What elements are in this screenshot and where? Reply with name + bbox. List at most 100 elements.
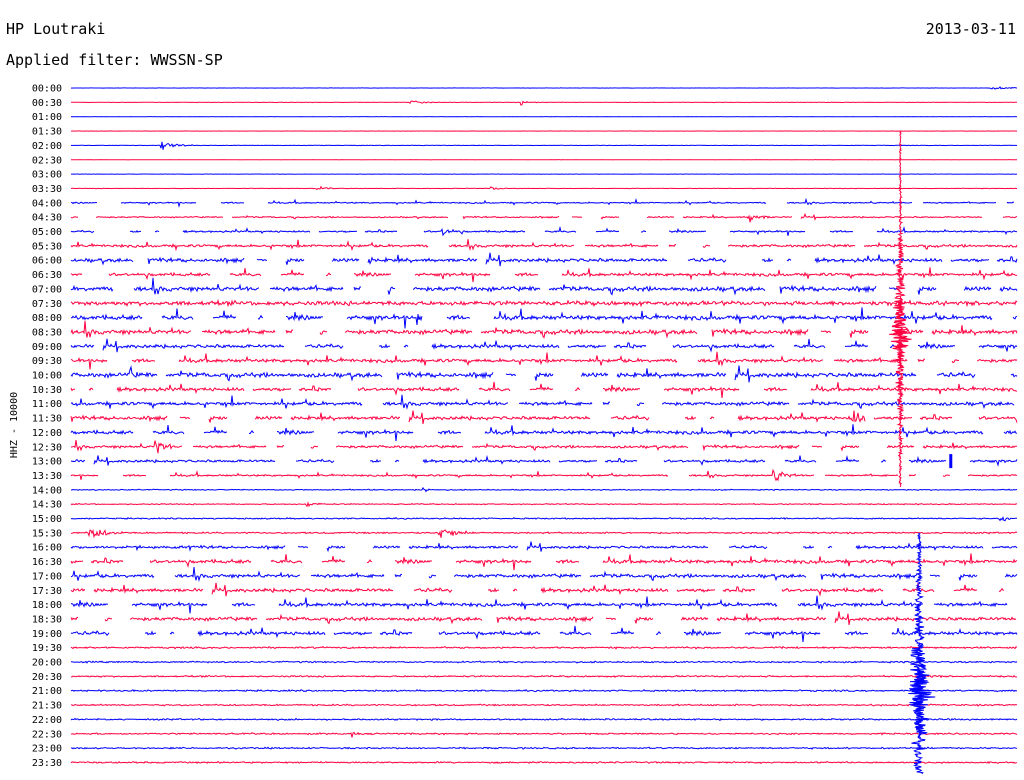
row-time-label: 01:30: [32, 127, 62, 138]
row-time-label: 03:30: [32, 184, 62, 195]
trace-line: [70, 338, 1018, 353]
trace-line: [70, 141, 1018, 150]
traces: [70, 86, 1018, 775]
trace-line: [70, 298, 1018, 308]
row-time-label: 02:00: [32, 141, 62, 152]
row-time-label: 17:00: [32, 571, 62, 582]
row-time-label: 22:00: [32, 715, 62, 726]
row-time-label: 13:30: [32, 471, 62, 482]
row-time-label: 07:30: [32, 299, 62, 310]
trace-line: [70, 277, 1018, 296]
row-time-label: 10:00: [32, 371, 62, 382]
row-labels: 00:00 00:30 01:00 01:30 02:00 02:30 03:00 03:30…: [32, 84, 62, 769]
trace-line: [71, 486, 1018, 493]
row-time-label: 14:30: [32, 500, 62, 511]
trace-line: [70, 688, 1018, 693]
major-event-body: [909, 642, 931, 739]
major-event-signal: [908, 532, 936, 775]
row-time-label: 18:00: [32, 600, 62, 611]
trace-line: [71, 673, 1018, 681]
row-time-label: 08:00: [32, 313, 62, 324]
trace-line: [70, 351, 1018, 370]
trace-line: [71, 731, 1018, 738]
major-event-signal: [889, 131, 912, 488]
row-time-label: 21:00: [32, 686, 62, 697]
row-time-label: 08:30: [32, 327, 62, 338]
trace-line: [70, 424, 1018, 442]
filter-label: Applied filter: WWSSN-SP: [6, 51, 223, 69]
trace-line: [70, 320, 1018, 339]
row-time-label: 04:00: [32, 198, 62, 209]
row-time-label: 22:30: [32, 729, 62, 740]
row-time-label: 12:30: [32, 442, 62, 453]
channel-label: HHZ - 10000: [9, 392, 20, 458]
plot-date: 2013-03-11: [925, 20, 1016, 38]
row-time-label: 11:00: [32, 399, 62, 410]
trace-line: [70, 582, 1005, 597]
trace-line: [70, 625, 1018, 643]
row-time-label: 20:30: [32, 672, 62, 683]
trace-line: [70, 86, 1018, 90]
station-title: HP Loutraki: [6, 20, 106, 38]
row-time-label: 16:00: [32, 543, 62, 554]
trace-line: [70, 410, 1018, 425]
row-time-label: 00:30: [32, 98, 62, 109]
row-time-label: 19:00: [32, 629, 62, 640]
trace-line: [70, 252, 1018, 267]
trace-line: [70, 239, 1018, 252]
row-time-label: 11:30: [32, 414, 62, 425]
row-time-label: 21:30: [32, 701, 62, 712]
row-time-label: 15:00: [32, 514, 62, 525]
row-time-label: 02:30: [32, 155, 62, 166]
row-time-label: 23:30: [32, 758, 62, 769]
trace-line: [70, 197, 1015, 208]
trace-line: [70, 746, 1018, 750]
trace-line: [70, 501, 1018, 508]
trace-line: [70, 468, 1018, 482]
trace-line: [70, 717, 1018, 722]
row-time-label: 09:00: [32, 342, 62, 353]
trace-line: [70, 225, 1018, 237]
row-time-label: 06:00: [32, 256, 62, 267]
trace-line: [70, 553, 1018, 571]
row-time-label: 01:00: [32, 112, 62, 123]
row-time-label: 23:00: [32, 744, 62, 755]
trace-line: [70, 645, 1018, 650]
trace-line: [70, 566, 1018, 583]
row-time-label: 16:30: [32, 557, 62, 568]
trace-line: [70, 529, 1018, 539]
trace-line: [70, 394, 1015, 410]
row-time-label: 15:30: [32, 528, 62, 539]
trace-line: [70, 381, 1017, 399]
trace-line: [70, 307, 1018, 329]
trace-line: [70, 454, 1018, 467]
trace-line: [70, 611, 1017, 625]
trace-line: [71, 703, 1017, 707]
row-time-label: 07:00: [32, 284, 62, 295]
trace-line: [70, 595, 1008, 614]
row-time-label: 00:00: [32, 84, 62, 95]
trace-line: [71, 100, 1018, 106]
row-time-label: 18:30: [32, 614, 62, 625]
row-time-label: 13:00: [32, 457, 62, 468]
row-time-label: 06:30: [32, 270, 62, 281]
row-time-label: 03:00: [32, 170, 62, 181]
major-event-body: [891, 295, 909, 369]
trace-line: [70, 267, 1018, 283]
trace-line: [70, 760, 1018, 765]
trace-line: [70, 212, 1018, 223]
row-time-label: 10:30: [32, 385, 62, 396]
trace-line: [70, 515, 1018, 522]
row-time-label: 12:00: [32, 428, 62, 439]
trace-line: [70, 185, 1018, 191]
row-time-label: 04:30: [32, 213, 62, 224]
row-time-label: 19:30: [32, 643, 62, 654]
trace-line: [70, 660, 1018, 664]
trace-line: [70, 541, 1018, 553]
row-time-label: 14:00: [32, 485, 62, 496]
row-time-label: 17:30: [32, 586, 62, 597]
trace-line: [70, 440, 1017, 454]
row-time-label: 05:00: [32, 227, 62, 238]
row-time-label: 05:30: [32, 241, 62, 252]
